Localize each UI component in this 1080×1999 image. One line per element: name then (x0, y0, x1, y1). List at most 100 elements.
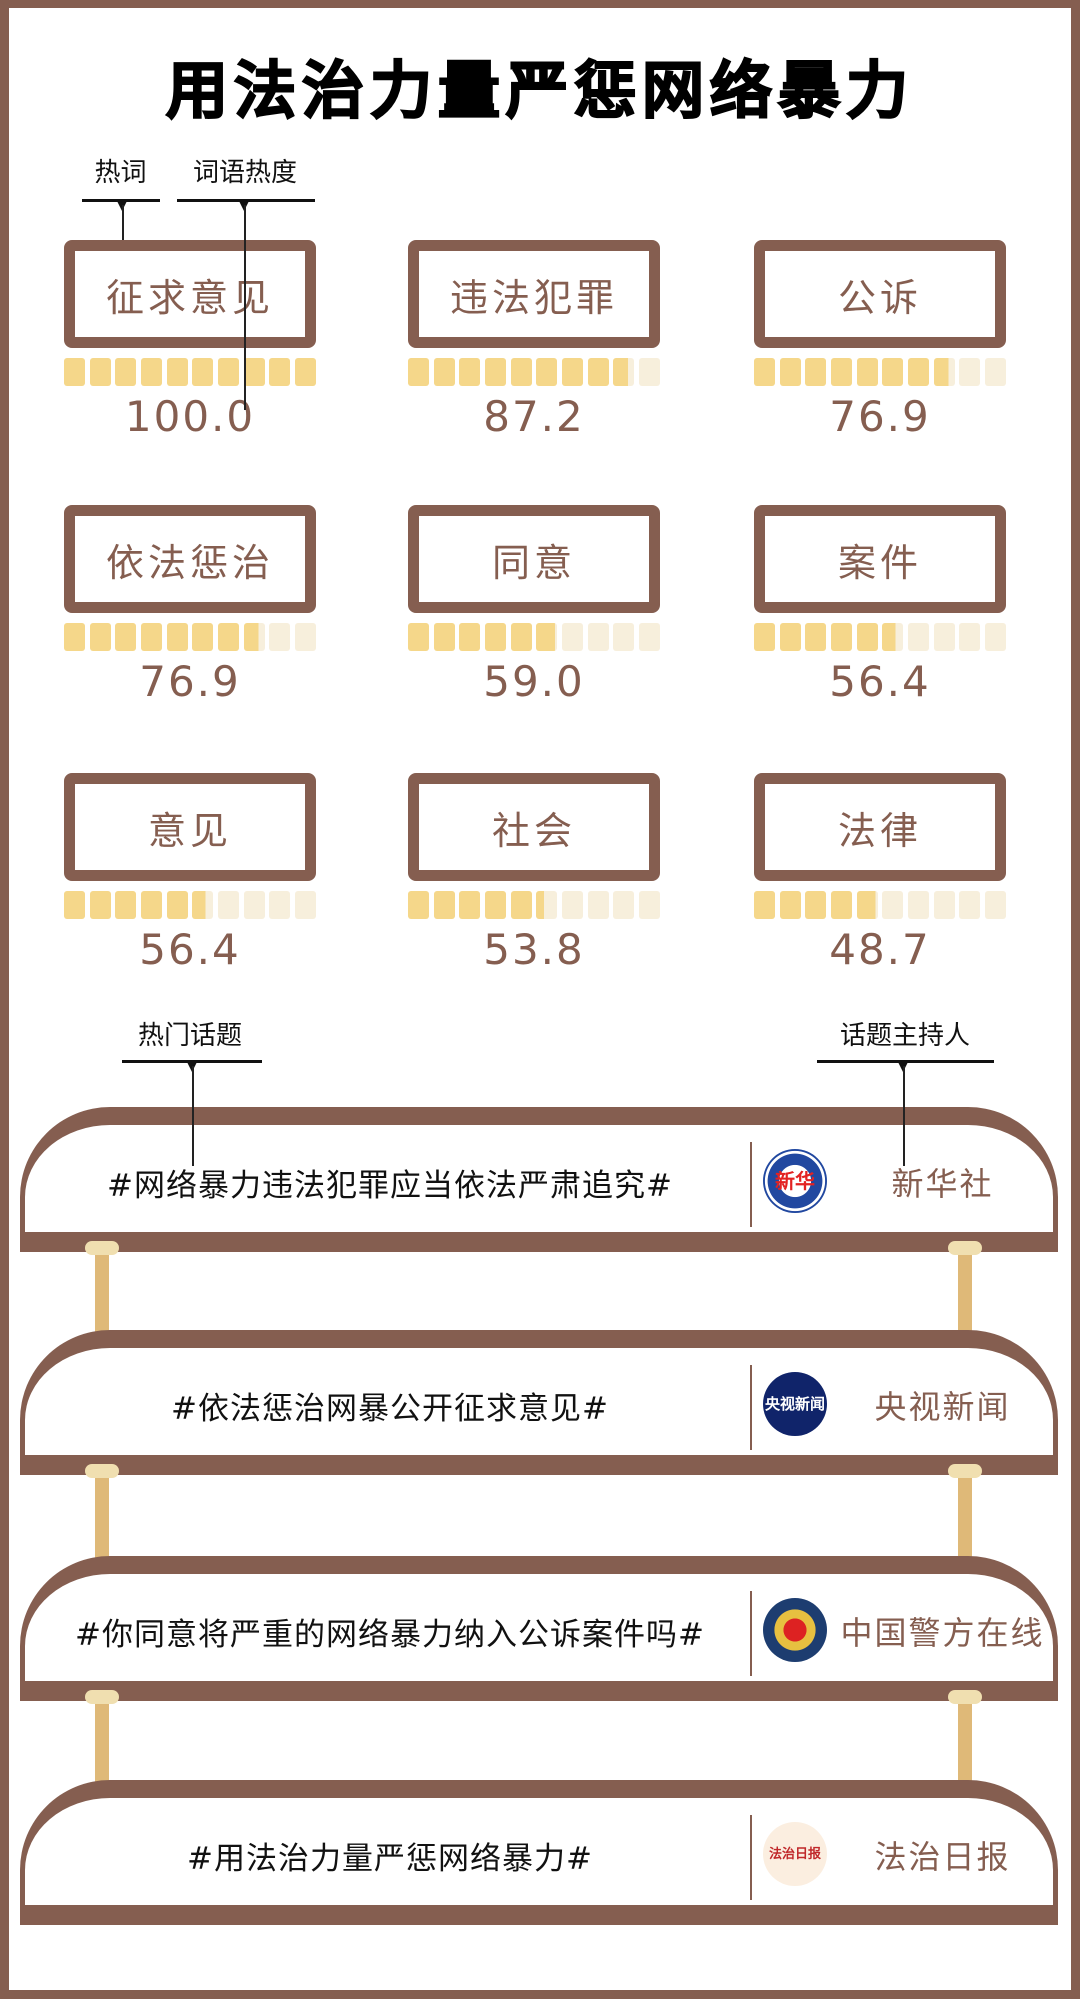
heat-bar-segment (907, 623, 929, 651)
heat-bar-segment (64, 358, 85, 386)
heat-bar-segment (433, 623, 455, 651)
heat-bar-segment (217, 623, 239, 651)
heat-bar-segment (140, 358, 162, 386)
connector-post (955, 1694, 975, 1792)
heat-bar-segment (779, 891, 801, 919)
topic-text[interactable]: #用法治力量严惩网络暴力# (187, 1840, 593, 1877)
heat-bar-segment (907, 358, 929, 386)
heat-value: 53.8 (483, 925, 585, 974)
heat-bar (754, 358, 1006, 386)
hot-word-box: 违法犯罪 (408, 240, 660, 348)
heat-bar-segment (269, 891, 291, 919)
heat-bar-segment (510, 891, 532, 919)
hot-word: 案件 (837, 540, 922, 585)
heat-bar-segment (805, 891, 827, 919)
page-title: 用法治力量严惩网络暴力 (165, 53, 914, 128)
hot-word-underline (82, 199, 160, 202)
pointer-line (903, 1066, 905, 1166)
hot-word-box: 依法惩治 (64, 505, 316, 613)
heat-bar-segment (243, 891, 265, 919)
hot-word-card: 法律 48.7 (754, 773, 1006, 974)
heat-bar (754, 891, 1006, 919)
hot-word-card: 违法犯罪 87.2 (408, 240, 660, 441)
heat-bar-segment (805, 623, 827, 651)
heat-bar-segment (830, 623, 852, 651)
heat-bar-segment (754, 358, 775, 386)
heat-bar-segment (536, 623, 558, 651)
heat-bar-segment (613, 891, 635, 919)
heat-bar-segment (243, 358, 265, 386)
heat-bar-segment (64, 623, 85, 651)
logo-text: 新华 (775, 1168, 815, 1193)
topic-text[interactable]: #网络暴力违法犯罪应当依法严肃追究# (107, 1167, 673, 1204)
heat-bar-segment (779, 623, 801, 651)
heat-bar-segment (933, 358, 955, 386)
connector-post (92, 1694, 112, 1792)
topic-text[interactable]: #你同意将严重的网络暴力纳入公诉案件吗# (75, 1616, 705, 1653)
hot-word-card: 公诉 76.9 (754, 240, 1006, 441)
heat-bar-segment (638, 623, 660, 651)
heat-bar-segment (536, 891, 558, 919)
heat-bar-segment (192, 358, 214, 386)
hot-word-card: 社会 53.8 (408, 773, 660, 974)
heat-bar-segment (459, 623, 481, 651)
divider (750, 1591, 752, 1676)
heat-bar (64, 358, 316, 386)
hot-word-box: 同意 (408, 505, 660, 613)
heat-bar-segment (984, 891, 1006, 919)
heat-bar-segment (89, 891, 111, 919)
hot-word: 征求意见 (105, 275, 274, 320)
topic-banner: #用法治力量严惩网络暴力# 法治日报 法治日报 (20, 1780, 1058, 1925)
heat-bar (408, 358, 660, 386)
heat-value: 100.0 (124, 392, 256, 441)
heat-bar-segment (140, 623, 162, 651)
heat-bar-segment (856, 623, 878, 651)
hot-word-card: 意见 56.4 (64, 773, 316, 974)
heat-value: 59.0 (483, 657, 585, 706)
heat-bar-segment (408, 358, 429, 386)
hot-word-card: 征求意见 100.0 (64, 240, 316, 441)
topic-host[interactable]: 法治日报 (874, 1838, 1011, 1876)
heat-bar-segment (882, 891, 904, 919)
post-cap (948, 1690, 982, 1704)
post-cap (85, 1690, 119, 1704)
hot-word-label: 热词 (94, 158, 147, 188)
heat-bar-segment (294, 358, 316, 386)
heat-value: 87.2 (483, 392, 585, 441)
topic-host[interactable]: 央视新闻 (874, 1388, 1011, 1426)
hot-word: 依法惩治 (105, 540, 274, 585)
heat-bar-segment (408, 623, 429, 651)
topic-text[interactable]: #依法惩治网暴公开征求意见# (171, 1390, 609, 1427)
word-heat-underline (177, 199, 315, 202)
heat-bar-segment (217, 891, 239, 919)
heat-bar-segment (510, 358, 532, 386)
heat-bar-segment (243, 623, 265, 651)
hot-word-card: 同意 59.0 (408, 505, 660, 706)
topic-host[interactable]: 新华社 (891, 1165, 994, 1203)
heat-bar-segment (140, 891, 162, 919)
heat-bar-segment (484, 358, 506, 386)
post-cap (948, 1464, 982, 1478)
banner-base (20, 1455, 1058, 1475)
heat-bar-segment (115, 623, 137, 651)
connector-post (955, 1245, 975, 1342)
word-heat-label: 词语热度 (192, 158, 297, 188)
xinhua-logo-icon: 新华 (763, 1149, 827, 1213)
heat-bar (64, 891, 316, 919)
heat-bar-segment (166, 358, 188, 386)
heat-bar-segment (754, 891, 775, 919)
heat-bar-segment (561, 623, 583, 651)
heat-bar-segment (587, 623, 609, 651)
topic-host[interactable]: 中国警方在线 (840, 1614, 1045, 1652)
heat-bar-segment (959, 891, 981, 919)
cctv-news-logo-icon: 央视新闻 (763, 1372, 827, 1436)
heat-bar (754, 623, 1006, 651)
logo-text: 央视新闻 (764, 1394, 825, 1413)
heat-bar-segment (294, 623, 316, 651)
hot-word: 社会 (491, 808, 576, 853)
hot-word-box: 法律 (754, 773, 1006, 881)
banner-base (20, 1681, 1058, 1701)
banner-base (20, 1232, 1058, 1252)
hot-word-box: 公诉 (754, 240, 1006, 348)
